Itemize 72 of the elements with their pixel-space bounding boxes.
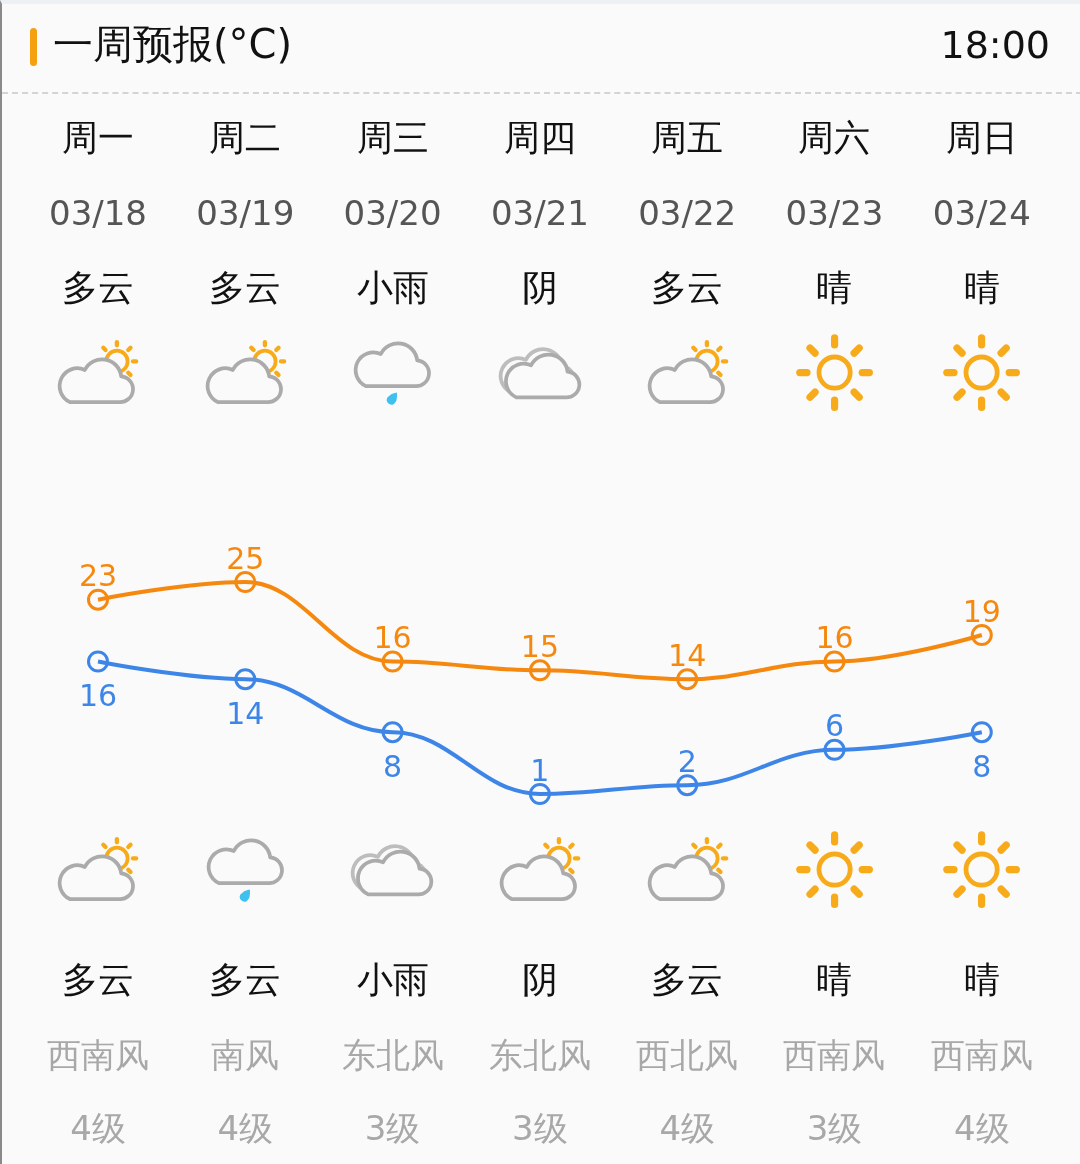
- point: [528, 783, 551, 805]
- text: 03/20: [342, 191, 443, 235]
- text: 阴: [520, 265, 559, 310]
- text: 西北风: [635, 1033, 740, 1077]
- data-label: 16: [815, 620, 854, 655]
- text: 4级: [216, 1106, 275, 1150]
- text: 多云: [208, 265, 283, 310]
- text: 南风: [210, 1033, 281, 1077]
- text: 4级: [658, 1106, 716, 1150]
- text: 3级: [805, 1106, 864, 1150]
- point: [676, 774, 699, 797]
- point: [87, 588, 109, 611]
- point: [823, 650, 846, 673]
- text: 晴: [815, 265, 854, 310]
- point: [87, 650, 109, 673]
- point: [970, 624, 993, 646]
- x-tick-label: 周一: [61, 115, 135, 160]
- data-label: 25: [226, 540, 265, 576]
- x-tick-label: 周二: [208, 115, 283, 160]
- data-label: 15: [520, 628, 559, 664]
- text: 小雨: [355, 957, 430, 1002]
- point: [970, 721, 993, 744]
- text: 西南风: [782, 1033, 887, 1077]
- point: [381, 721, 404, 744]
- text: 晴: [962, 957, 1001, 1002]
- x-tick-label: 周六: [797, 115, 872, 160]
- point: [676, 668, 699, 691]
- text: 东北风: [487, 1033, 592, 1077]
- text: 阴: [520, 957, 559, 1002]
- text: 西南风: [929, 1033, 1034, 1077]
- text: 4级: [952, 1106, 1011, 1150]
- point: [381, 650, 404, 673]
- text: 03/22: [637, 191, 738, 235]
- x-tick-label: 周日: [944, 115, 1019, 160]
- data-label: 6: [824, 708, 845, 744]
- data-label: 14: [226, 695, 265, 731]
- text: 03/24: [931, 191, 1032, 235]
- point: [234, 571, 257, 593]
- data-label: 1: [530, 752, 550, 788]
- text: 3级: [511, 1106, 569, 1150]
- data-label: 14: [668, 637, 707, 673]
- x-tick-label: 周三: [355, 115, 430, 160]
- text: 晴: [815, 957, 854, 1002]
- text: 03/19: [195, 191, 296, 235]
- text: 多云: [61, 265, 135, 310]
- text: 03/21: [489, 191, 590, 235]
- text: 多云: [208, 957, 283, 1002]
- point: [823, 738, 846, 761]
- x-tick-label: 周四: [502, 115, 577, 160]
- text: 3级: [363, 1106, 422, 1150]
- text: 多云: [650, 957, 725, 1002]
- data-label: 8: [972, 748, 992, 784]
- text: 西南风: [46, 1033, 150, 1077]
- text: 多云: [61, 957, 135, 1002]
- point: [234, 668, 257, 691]
- text: 小雨: [355, 265, 430, 310]
- text: 03/18: [48, 191, 148, 235]
- text: 03/23: [784, 191, 885, 235]
- data-label: 2: [677, 743, 697, 779]
- data-label: 16: [78, 678, 118, 713]
- data-label: 16: [373, 620, 412, 655]
- data-label: 23: [78, 558, 118, 594]
- data-label: 8: [383, 748, 403, 784]
- text: 18:00: [940, 22, 1050, 69]
- point: [528, 659, 551, 682]
- text: 东北风: [340, 1033, 445, 1077]
- text: 多云: [650, 265, 725, 310]
- chart-title: 一周预报(°C): [53, 20, 293, 69]
- x-tick-label: 周五: [650, 115, 725, 160]
- data-label: 19: [962, 593, 1001, 629]
- text: 晴: [962, 265, 1001, 310]
- text: 4级: [69, 1106, 127, 1150]
